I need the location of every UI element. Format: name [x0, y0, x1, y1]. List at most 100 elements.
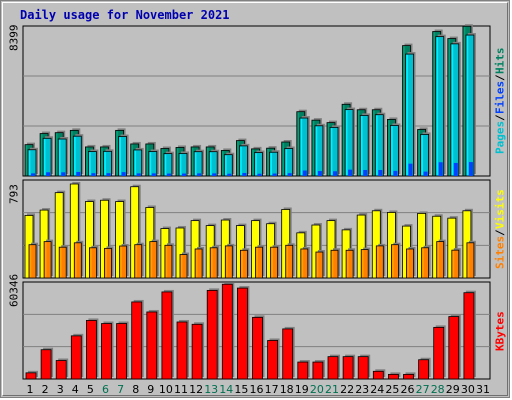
pages-bar: [453, 162, 458, 176]
sites-bar: [255, 245, 265, 279]
sites-bar: [390, 242, 401, 279]
sites-bar: [406, 246, 416, 279]
sites-bar: [119, 243, 129, 279]
files-bar: [223, 152, 235, 177]
legend-visits: Visits: [493, 189, 507, 229]
x-axis-day-label: 1: [26, 383, 34, 396]
pages-bar: [257, 173, 262, 176]
files-bar: [57, 136, 69, 177]
sites-bar: [149, 239, 159, 279]
x-axis-day-label: 30: [460, 383, 475, 396]
kbytes-bar: [433, 325, 446, 380]
legend-hits: Hits: [493, 48, 507, 75]
files-bar: [163, 151, 174, 177]
x-axis-day-label: 9: [147, 383, 155, 396]
kbytes-bar: [40, 347, 54, 380]
sites-bar: [436, 239, 446, 279]
kbytes-panel-legend: KBytes: [492, 283, 508, 379]
kbytes-bar: [252, 315, 265, 380]
kbytes-bar: [282, 326, 295, 380]
x-axis-day-label: 23: [355, 383, 370, 396]
kbytes-bar: [161, 289, 174, 380]
x-axis-day-label: 10: [158, 383, 173, 396]
sites-bar: [270, 245, 280, 279]
pages-bar: [212, 173, 217, 176]
kbytes-bar: [116, 321, 129, 380]
files-bar: [133, 147, 144, 177]
pages-bar: [287, 173, 292, 176]
kbytes-bar: [372, 369, 386, 380]
files-bar: [238, 143, 250, 177]
chart-frame-bevel: [2, 2, 508, 396]
kbytes-bar: [55, 358, 69, 380]
chart-title: Daily usage for November 2021: [20, 8, 230, 22]
sites-bar: [375, 243, 386, 279]
files-bar: [27, 147, 38, 177]
files-bar: [208, 149, 220, 177]
pages-bar: [272, 173, 277, 176]
kbytes-bar: [342, 354, 356, 380]
sites-bar: [466, 240, 476, 279]
x-axis-day-label: 17: [264, 383, 279, 396]
files-bar: [178, 151, 189, 177]
legend-separator: /: [493, 229, 507, 236]
x-axis-day-label: 24: [370, 383, 385, 396]
kbytes-bar: [25, 370, 38, 380]
files-bar: [88, 149, 99, 177]
x-axis-day-label: 4: [71, 383, 79, 396]
x-axis-day-label: 26: [400, 383, 415, 396]
pages-bar: [136, 173, 141, 176]
pages-bar: [61, 172, 66, 176]
kbytes-bar: [70, 333, 84, 380]
kbytes-bar: [146, 309, 159, 380]
files-bar: [103, 149, 114, 177]
sites-bar: [239, 248, 250, 279]
kbytes-bar: [191, 322, 205, 380]
pages-bar: [317, 171, 322, 176]
x-axis-day-label: 20: [309, 383, 324, 396]
files-bar: [269, 150, 280, 177]
sites-bar: [300, 246, 310, 279]
x-axis-day-label: 25: [385, 383, 400, 396]
kbytes-bar: [403, 372, 416, 380]
sites-bar: [73, 240, 84, 279]
legend-separator: /: [493, 74, 507, 82]
visits-panel-ymax-label: 793: [7, 184, 21, 204]
files-bar: [450, 41, 461, 177]
x-axis-day-label: 13: [204, 383, 219, 396]
files-bar: [118, 134, 129, 177]
x-axis-day-label: 29: [445, 383, 460, 396]
x-axis-day-label: 18: [279, 383, 294, 396]
files-bar: [72, 134, 84, 177]
kbytes-panel-ymax-label: 60346: [7, 273, 21, 307]
sites-bar: [421, 245, 431, 279]
pages-bar: [408, 163, 413, 176]
pages-bar: [166, 173, 171, 176]
sites-bar: [58, 245, 69, 279]
hits-panel-legend: Pages / Files / Hits: [492, 26, 508, 176]
x-axis-day-label: 31: [476, 383, 490, 396]
x-axis-day-label: 2: [41, 383, 49, 396]
kbytes-bar: [448, 314, 461, 380]
sites-bar: [179, 252, 189, 279]
legend-sites: Sites: [493, 235, 507, 269]
pages-bar: [302, 170, 307, 176]
x-axis-day-label: 7: [117, 383, 125, 396]
pages-bar: [121, 172, 126, 176]
kbytes-bar: [267, 338, 280, 380]
files-bar: [314, 123, 325, 177]
legend-kbytes: KBytes: [493, 311, 507, 351]
sites-bar: [43, 239, 54, 279]
pages-bar: [242, 173, 247, 176]
x-axis-day-label: 11: [174, 383, 188, 396]
kbytes-bar: [387, 372, 401, 380]
x-axis-day-label: 22: [340, 383, 355, 396]
files-bar: [374, 112, 386, 177]
files-bar: [299, 116, 310, 177]
sites-bar: [224, 243, 235, 279]
x-axis-day-label: 12: [189, 383, 204, 396]
kbytes-bar: [463, 290, 476, 380]
pages-bar: [348, 169, 353, 176]
files-bar: [435, 34, 446, 177]
x-axis-day-label: 14: [219, 383, 234, 396]
